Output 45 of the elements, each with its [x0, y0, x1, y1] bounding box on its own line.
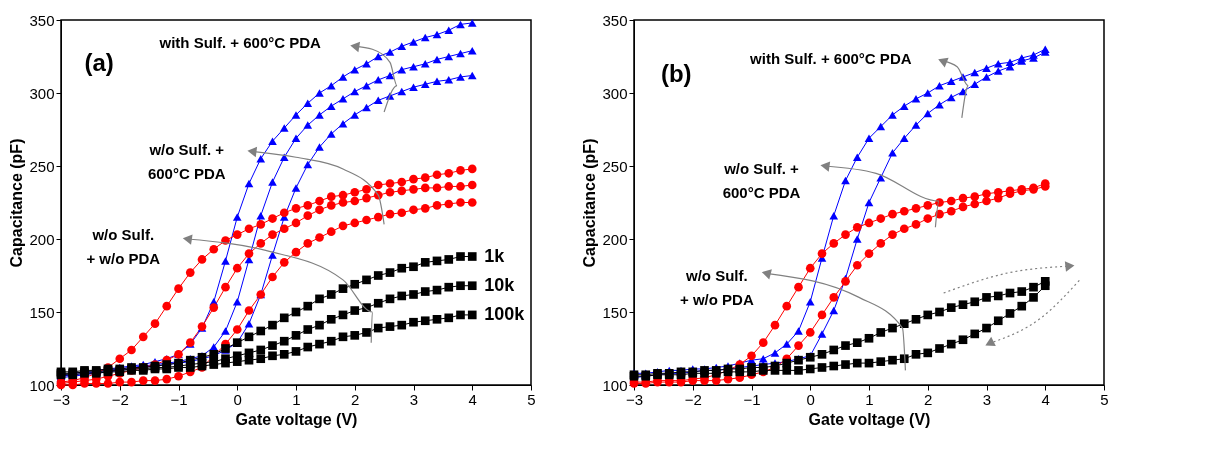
annotation: with Sulf. + 600°C PDA [749, 50, 912, 68]
y-tick-label: 350 [602, 11, 628, 29]
y-tick-label: 300 [29, 84, 55, 102]
series-label: 100k [484, 303, 526, 324]
x-tick-label: −2 [684, 390, 702, 408]
x-tick-label: 4 [468, 390, 477, 408]
x-tick-label: −3 [625, 390, 644, 408]
y-tick-label: 250 [29, 157, 55, 175]
x-tick-label: −2 [111, 390, 129, 408]
y-tick-label: 100 [602, 376, 628, 394]
annotation: (a) [84, 48, 114, 76]
x-tick-label: 3 [409, 390, 419, 408]
annotation: with Sulf. + 600°C PDA [158, 34, 322, 52]
x-tick-label: 0 [233, 390, 242, 408]
series-label: 10k [484, 274, 516, 295]
x-tick-label: −3 [52, 390, 71, 408]
y-tick-label: 250 [602, 157, 628, 175]
x-tick-label: 5 [1100, 390, 1109, 408]
x-tick-label: 2 [924, 390, 933, 408]
x-tick-label: 1 [865, 390, 874, 408]
annotation: (b) [660, 60, 692, 88]
y-tick-label: 150 [602, 303, 628, 321]
y-axis-title: Capacitance (pF) [581, 138, 599, 268]
y-tick-label: 100 [29, 376, 55, 394]
annotation: w/o Sulf. + w/o PDA [679, 266, 754, 308]
x-tick-label: 2 [351, 390, 360, 408]
series-label: 1k [484, 245, 506, 266]
annotation: w/o Sulf. + 600°C PDA [722, 159, 801, 201]
y-tick-label: 150 [29, 303, 55, 321]
x-axis-title: Gate voltage (V) [808, 410, 931, 428]
x-tick-label: 0 [806, 390, 815, 408]
x-tick-label: −1 [170, 390, 188, 408]
annotation: w/o Sulf. + 600°C PDA [147, 140, 226, 182]
x-tick-label: 5 [527, 390, 536, 408]
y-tick-label: 300 [602, 84, 628, 102]
y-tick-label: 350 [29, 11, 55, 29]
y-tick-label: 200 [602, 230, 628, 248]
x-tick-label: 3 [982, 390, 992, 408]
x-tick-label: 4 [1041, 390, 1050, 408]
x-tick-label: 1 [292, 390, 301, 408]
annotation: w/o Sulf. + w/o PDA [86, 225, 161, 267]
y-axis-title: Capacitance (pF) [8, 138, 26, 268]
y-tick-label: 200 [29, 230, 55, 248]
x-tick-label: −1 [743, 390, 761, 408]
x-axis-title: Gate voltage (V) [235, 410, 358, 428]
